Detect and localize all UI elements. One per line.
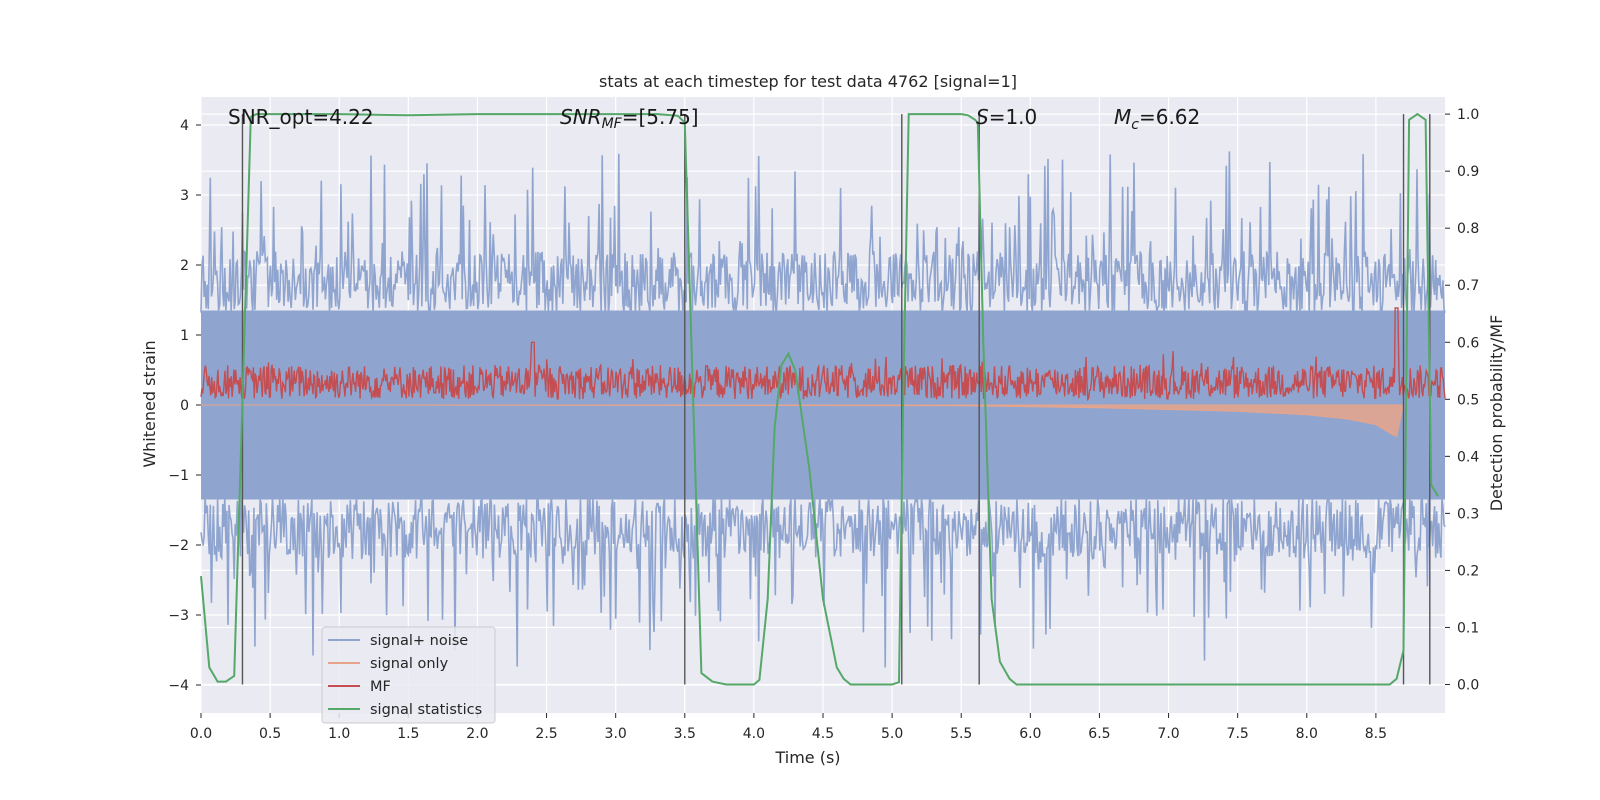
x-tick-label: 8.0 [1296, 726, 1318, 742]
legend-label-signal-only: signal only [370, 656, 449, 672]
y-right-tick-label: 0.9 [1457, 164, 1479, 180]
x-tick-label: 4.5 [812, 726, 834, 742]
x-tick-label: 1.0 [328, 726, 350, 742]
y-tick-label: 0 [180, 398, 189, 414]
legend-label-signal-statistics: signal statistics [370, 702, 482, 718]
y-right-tick-label: 1.0 [1457, 107, 1479, 123]
mf-series [200, 307, 1446, 402]
signal-statistics-series [200, 112, 1439, 686]
mf-line [200, 307, 1446, 402]
y-right-tick-label: 0.5 [1457, 392, 1479, 408]
signal-noise-lower [200, 493, 1446, 668]
legend: signal+ noise signal only MF signal stat… [321, 626, 496, 724]
x-tick-label: 0.5 [259, 726, 281, 742]
y-tick-label: 3 [180, 188, 189, 204]
x-tick-label: 4.0 [743, 726, 765, 742]
s-annotation: S=1.0 [976, 105, 1037, 129]
y-right-tick-label: 0.3 [1457, 506, 1479, 522]
chart-title: stats at each timestep for test data 476… [599, 72, 1017, 91]
snr-mf-annotation: SNRMF=[5.75] [560, 105, 699, 132]
x-axis-label: Time (s) [774, 748, 840, 767]
legend-label-signal-noise: signal+ noise [370, 633, 468, 649]
x-tick-label: 3.0 [605, 726, 627, 742]
x-tick-label: 5.5 [950, 726, 972, 742]
x-tick-label: 6.5 [1088, 726, 1110, 742]
x-tick-label: 3.5 [674, 726, 696, 742]
y-axis-label: Whitened strain [140, 340, 159, 467]
x-tick-label: 2.0 [466, 726, 488, 742]
y-right-tick-label: 0.8 [1457, 221, 1479, 237]
y-right-tick-label: 0.7 [1457, 278, 1479, 294]
x-tick-label: 7.5 [1227, 726, 1249, 742]
y-tick-label: 1 [180, 328, 189, 344]
y-right-tick-label: 0.4 [1457, 449, 1479, 465]
y-right-tick-label: 0.2 [1457, 563, 1479, 579]
y-tick-label: −1 [168, 468, 189, 484]
y-tick-label: −2 [168, 538, 189, 554]
y-right-tick-label: 0.6 [1457, 335, 1479, 351]
x-tick-label: 8.5 [1365, 726, 1387, 742]
signal-noise-upper [200, 151, 1446, 317]
x-tick-label: 5.0 [881, 726, 903, 742]
y-tick-label: −3 [168, 608, 189, 624]
y-right-tick-label: 0.1 [1457, 620, 1479, 636]
signal-statistics-line [200, 112, 1439, 686]
mc-annotation: Mc=6.62 [1114, 105, 1200, 133]
y-tick-label: −4 [168, 678, 189, 694]
y-tick-label: 2 [180, 258, 189, 274]
snr-opt-annotation: SNR_opt=4.22 [228, 105, 374, 129]
x-tick-label: 0.0 [190, 726, 212, 742]
y-right-tick-label: 0.0 [1457, 677, 1479, 693]
legend-label-mf: MF [370, 679, 391, 695]
y-tick-label: 4 [180, 118, 189, 134]
x-tick-label: 2.5 [535, 726, 557, 742]
x-tick-label: 1.5 [397, 726, 419, 742]
x-tick-label: 6.0 [1019, 726, 1041, 742]
y-right-axis-label: Detection probability/MF [1487, 315, 1506, 512]
x-tick-label: 7.0 [1157, 726, 1179, 742]
